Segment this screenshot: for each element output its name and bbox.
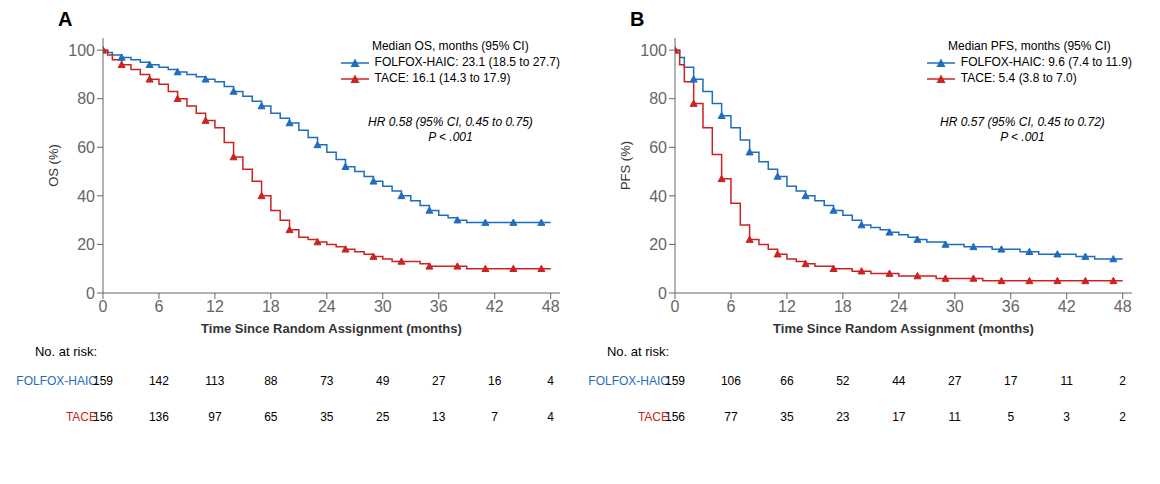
svg-text:12: 12 [206,298,224,315]
svg-text:OS (%): OS (%) [46,144,61,187]
html-text:27: 27 [948,374,962,388]
svg-text:20: 20 [649,236,667,253]
svg-text:6: 6 [155,298,164,315]
html-text:HR 0.58 (95% CI, 0.45 to 0.75): HR 0.58 (95% CI, 0.45 to 0.75) [368,114,533,129]
html-text:Median PFS, months (95% CI): Median PFS, months (95% CI) [948,39,1111,53]
html-text:25: 25 [376,410,390,424]
svg-text:36: 36 [430,298,448,315]
html-text:44: 44 [892,374,906,388]
html-text:142: 142 [148,374,169,388]
html-text:156: 156 [93,410,113,424]
html-text:106: 106 [720,374,741,388]
html-text:65: 65 [264,410,278,424]
html-text:5: 5 [1007,410,1015,424]
html-text:TACE: 5.4 (3.8 to 7.0): TACE: 5.4 (3.8 to 7.0) [960,71,1077,85]
svg-text:48: 48 [1114,298,1132,315]
html-text:13: 13 [432,410,446,424]
html-text:17: 17 [892,410,906,424]
svg-text:42: 42 [1058,298,1076,315]
html-text:17: 17 [1004,374,1018,388]
svg-text:18: 18 [834,298,852,315]
svg-text:Time Since Random Assignment (: Time Since Random Assignment (months) [201,321,462,336]
html-text:Median OS, months (95% CI): Median OS, months (95% CI) [371,39,529,53]
svg-text:48: 48 [542,298,560,315]
html-text:3: 3 [1063,410,1070,424]
html-text:FOLFOX-HAIC: 9.6 (7.4 to 11.9): FOLFOX-HAIC: 9.6 (7.4 to 11.9) [960,55,1132,69]
html-text:B: B [630,8,645,30]
svg-text:100: 100 [640,42,667,59]
svg-text:30: 30 [946,298,964,315]
html-text:4: 4 [547,374,554,388]
html-text:FOLFOX-HAIC: 23.1 (18.5 to 27.: FOLFOX-HAIC: 23.1 (18.5 to 27.7) [374,55,560,69]
svg-text:60: 60 [649,139,667,156]
html-text:156: 156 [665,410,685,424]
html-text:88: 88 [264,374,278,388]
svg-text:40: 40 [649,188,667,205]
html-text:A: A [58,8,73,30]
html-text:P < .001: P < .001 [428,129,473,144]
html-text:159: 159 [665,374,685,388]
html-text:TACE: 16.1 (14.3 to 17.9): TACE: 16.1 (14.3 to 17.9) [374,71,511,85]
svg-text:60: 60 [77,139,95,156]
html-text:52: 52 [836,374,850,388]
html-text:136: 136 [148,410,169,424]
html-text:113: 113 [205,374,225,388]
svg-text:0: 0 [86,285,95,302]
html-text:2: 2 [1119,374,1126,388]
svg-text:18: 18 [262,298,280,315]
svg-text:40: 40 [77,188,95,205]
html-text:11: 11 [1060,374,1073,388]
html-text:159: 159 [93,374,113,388]
svg-text:0: 0 [658,285,667,302]
html-text:HR 0.57 (95% CI, 0.45 to 0.72): HR 0.57 (95% CI, 0.45 to 0.72) [940,114,1105,129]
svg-text:100: 100 [68,42,95,59]
svg-text:12: 12 [778,298,796,315]
html-text:2: 2 [1119,410,1126,424]
svg-text:42: 42 [486,298,504,315]
html-text:97: 97 [208,410,222,424]
svg-text:20: 20 [77,236,95,253]
html-text:16: 16 [488,374,502,388]
html-text:4: 4 [547,410,554,424]
svg-text:PFS (%): PFS (%) [618,141,633,190]
html-text:27: 27 [432,374,446,388]
html-text:49: 49 [376,374,390,388]
html-text:No. at risk:: No. at risk: [34,344,97,359]
html-text:73: 73 [320,374,334,388]
svg-text:30: 30 [374,298,392,315]
html-text:7: 7 [491,410,498,424]
html-text:FOLFOX-HAIC: FOLFOX-HAIC [16,374,97,388]
html-text:35: 35 [780,410,794,424]
html-text:23: 23 [836,410,850,424]
svg-text:Time Since Random Assignment (: Time Since Random Assignment (months) [773,321,1034,336]
html-text:35: 35 [320,410,334,424]
html-text:TACE: TACE [65,410,97,424]
svg-text:24: 24 [318,298,336,315]
html-text:11: 11 [948,410,961,424]
html-text:66: 66 [780,374,794,388]
svg-text:6: 6 [727,298,736,315]
html-text:P < .001: P < .001 [1000,129,1045,144]
svg-text:24: 24 [890,298,908,315]
svg-text:80: 80 [649,90,667,107]
svg-text:80: 80 [77,90,95,107]
html-text:No. at risk:: No. at risk: [606,344,669,359]
html-text:FOLFOX-HAIC: FOLFOX-HAIC [588,374,669,388]
svg-text:36: 36 [1002,298,1020,315]
svg-text:0: 0 [99,298,108,315]
html-text:77: 77 [724,410,738,424]
svg-text:0: 0 [671,298,680,315]
html-text:TACE: TACE [637,410,669,424]
